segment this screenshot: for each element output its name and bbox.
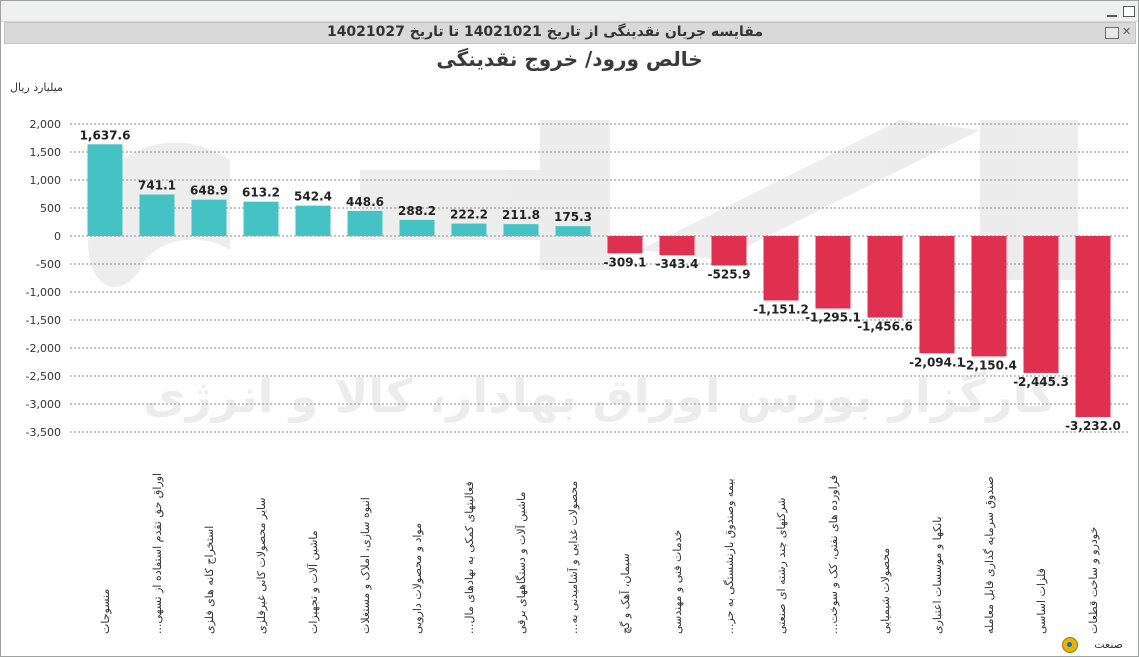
data-label: 542.4 [294,190,332,204]
category-label: بیمه وصندوق بازنشستگی به جز... [723,478,736,634]
bar[interactable] [191,199,227,236]
data-label: -2,445.3 [1013,375,1069,389]
bar[interactable] [815,236,851,309]
data-label: -1,295.1 [805,311,861,325]
data-label: -525.9 [708,267,751,281]
data-label: 1,637.6 [80,128,131,142]
bar[interactable] [659,236,695,256]
y-axis-ticks: 2,000 1,500 1,000 500 0 -500 -1,000 -1,500 -2,00… [26,118,61,439]
y-tick-label: -3,000 [26,398,61,411]
y-tick-label: 500 [40,202,61,215]
category-label: ماشین آلات و دستگاههای برقی [514,492,528,634]
minimize-icon[interactable] [1107,15,1117,17]
y-tick-label: -3,500 [26,426,61,439]
bar[interactable] [139,194,175,236]
category-label: بانکها و موسسات اعتباری [931,516,944,634]
category-label: فراورده های نفتی، کک و سوخت... [827,475,840,634]
watermark-logo-block-2 [540,120,610,270]
category-label: سایر محصولات کانی غیرفلزی [255,497,268,634]
bar[interactable] [919,236,955,354]
bar[interactable] [555,226,591,236]
bar[interactable] [399,219,435,236]
y-tick-label: 1,000 [30,174,62,187]
bar[interactable] [347,210,383,236]
print-icon[interactable] [1105,27,1119,39]
y-tick-label: 1,500 [30,146,62,159]
close-icon[interactable]: ✕ [1122,25,1132,38]
data-label: 648.9 [190,184,228,198]
category-label: مواد و محصولات دارویی [411,523,424,634]
bar[interactable] [711,236,747,266]
help-icon[interactable] [1062,637,1078,653]
chart-header-text: مقایسه جریان نقدینگی از تاریخ 14021021 ت… [326,24,763,40]
bar[interactable] [607,236,643,254]
bar[interactable] [1023,236,1059,373]
category-label: منسوجات [99,589,112,634]
bar[interactable] [503,224,539,236]
bar[interactable] [763,236,799,301]
data-label: -2,094.1 [909,355,965,369]
data-label: -1,151.2 [753,302,809,316]
maximize-icon[interactable] [1123,6,1135,17]
category-label: استخراج کانه های فلزی [203,526,216,634]
data-label: 175.3 [554,210,592,224]
data-label: -2,150.4 [961,358,1017,372]
window-toolbar [1,1,1138,22]
bar[interactable] [1075,236,1111,417]
chart-header-bar: مقایسه جریان نقدینگی از تاریخ 14021021 ت… [4,22,1136,44]
y-tick-label: -1,000 [26,286,61,299]
y-tick-label: 2,000 [30,118,62,131]
y-tick-label: -2,000 [26,342,61,355]
data-label: -1,456.6 [857,320,913,334]
category-label: شرکتهای چند رشته ای صنعتی [775,497,788,634]
category-label: اوراق حق تقدم استفاده از تسهی... [151,473,165,634]
chart-title: خالص ورود/ خروج نقدینگی [436,47,703,71]
watermark-caption: کارگزار بورس اوراق بهادار، کالا و انرژی [143,369,1057,423]
data-label: 741.1 [138,178,176,192]
bar[interactable] [867,236,903,318]
bar[interactable] [971,236,1007,357]
data-label: -3,232.0 [1065,419,1121,433]
category-label: فلزات اساسی [1035,568,1048,634]
category-label: ماشین آلات و تجهیزات [306,530,320,634]
category-label: خدمات فنی و مهندسی [671,530,684,634]
data-label: 448.6 [346,195,384,209]
data-label: 288.2 [398,204,436,218]
data-labels: 1,637.6 741.1 648.9 613.2 542.4 448.6 288.2 222… [80,128,1121,433]
category-label: صندوق سرمایه گذاری قابل معامله [983,476,996,634]
data-label: 613.2 [242,186,280,200]
y-tick-label: -500 [36,258,61,271]
category-label: فعالیتهای کمکی به نهادهای مال... [463,481,476,634]
bars [87,144,1111,417]
category-label: انبوه سازی، املاک و مستغلات [359,497,372,634]
category-label: سیمان، آهک و گچ [618,553,632,634]
x-axis-label: صنعت [1094,638,1123,651]
y-tick-label: -2,500 [26,370,61,383]
category-label: محصولات شیمیایی [879,548,892,634]
data-label: -343.4 [656,257,699,271]
data-label: 211.8 [502,208,540,222]
y-axis-unit-label: میلیارد ریال [10,81,63,94]
category-label: محصولات غذایی و آشامیدنی به... [566,481,580,634]
y-tick-label: 0 [54,230,61,243]
bar[interactable] [87,144,123,236]
data-label: 222.2 [450,208,488,222]
bar[interactable] [295,205,331,236]
watermark-caption-holder: کارگزار بورس اوراق بهادار، کالا و انرژی [143,369,1057,423]
y-tick-label: -1,500 [26,314,61,327]
bar[interactable] [243,201,279,236]
category-labels: منسوجات اوراق حق تقدم استفاده از تسهی... ا… [99,473,1100,634]
gridlines [70,123,1128,433]
data-label: -309.1 [604,255,647,269]
category-label: خودرو و ساخت قطعات [1087,527,1100,634]
watermark-logo-stroke [640,120,980,260]
bar[interactable] [451,223,487,236]
